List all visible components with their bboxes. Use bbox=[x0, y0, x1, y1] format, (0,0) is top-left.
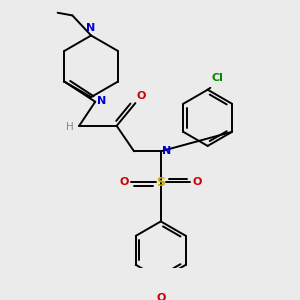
Text: O: O bbox=[192, 177, 202, 187]
Text: S: S bbox=[156, 176, 165, 189]
Text: Cl: Cl bbox=[212, 73, 224, 83]
Text: N: N bbox=[162, 146, 171, 156]
Text: H: H bbox=[66, 122, 74, 132]
Text: O: O bbox=[156, 292, 166, 300]
Text: O: O bbox=[120, 177, 129, 187]
Text: N: N bbox=[86, 23, 96, 33]
Text: O: O bbox=[137, 92, 146, 101]
Text: N: N bbox=[97, 96, 106, 106]
